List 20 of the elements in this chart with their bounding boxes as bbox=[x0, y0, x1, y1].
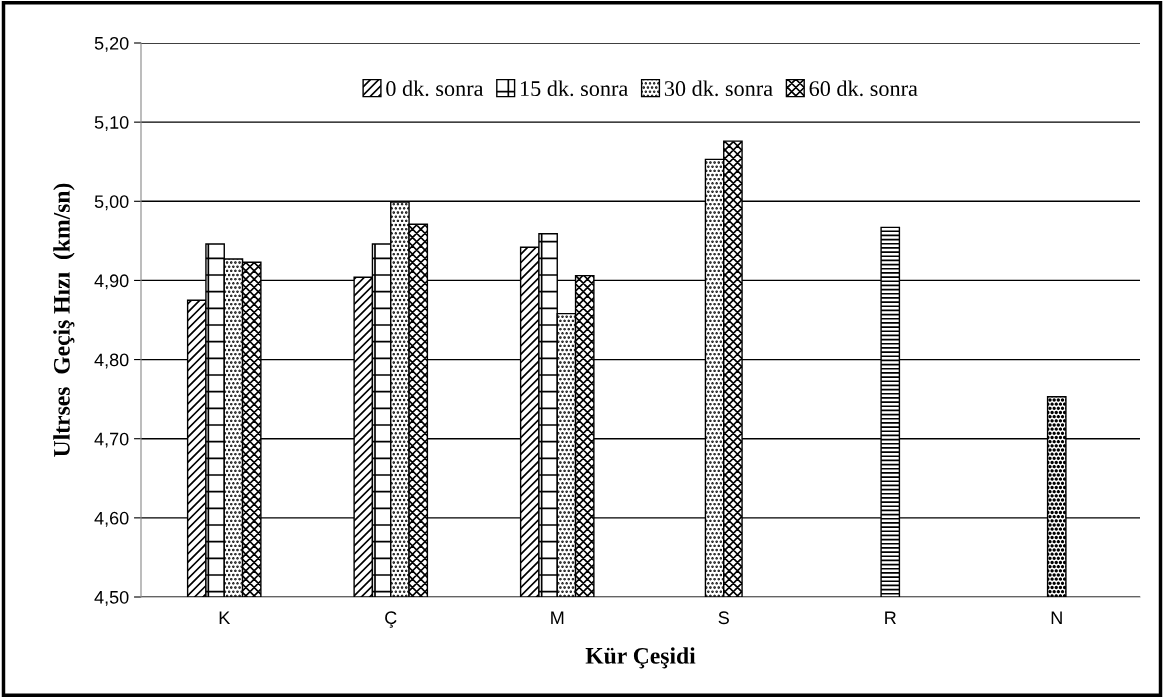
y-tick-label: 4,60 bbox=[94, 511, 129, 527]
y-tick-label: 5,20 bbox=[94, 36, 129, 52]
y-tick-label: 4,70 bbox=[94, 432, 129, 448]
y-tick-label: 4,80 bbox=[94, 353, 129, 369]
x-tick-label: R bbox=[885, 611, 896, 624]
x-tick-label: K bbox=[219, 611, 231, 624]
legend-label: 60 dk. sonra bbox=[809, 80, 918, 97]
y-tick-label: 5,00 bbox=[94, 195, 129, 211]
legend-label: 30 dk. sonra bbox=[664, 80, 773, 97]
legend-label: 15 dk. sonra bbox=[520, 80, 628, 97]
x-axis-title: Kür Çeşidi bbox=[585, 647, 696, 669]
x-tick-label: Ç bbox=[385, 611, 397, 628]
y-axis-title: Ultrses Geçiş Hızı (km/sn) bbox=[53, 183, 75, 457]
y-tick-label: 5,10 bbox=[94, 116, 129, 131]
y-tick-label: 4,90 bbox=[94, 274, 129, 290]
x-tick-label: S bbox=[718, 611, 729, 625]
y-tick-label: 4,50 bbox=[94, 590, 129, 606]
legend-label: 0 dk. sonra bbox=[386, 80, 484, 97]
x-tick-label: M bbox=[551, 611, 564, 624]
x-tick-label: N bbox=[1051, 611, 1062, 624]
